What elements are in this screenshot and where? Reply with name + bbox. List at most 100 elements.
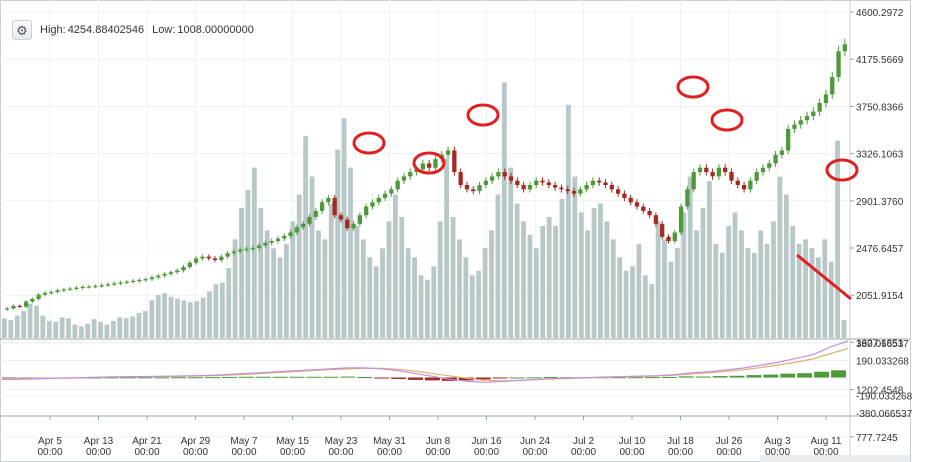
- candle-body: [99, 285, 104, 287]
- volume-bar: [521, 221, 526, 338]
- candle-body: [489, 176, 495, 181]
- annotation-circle: [352, 131, 386, 155]
- candle-body: [231, 251, 237, 254]
- volume-bar: [655, 221, 661, 338]
- candle-body: [685, 189, 690, 207]
- macd-signal-line: [2, 348, 849, 382]
- time-axis-time: 00:00: [231, 447, 256, 458]
- macd-histogram-bar: [729, 375, 745, 378]
- candle-body: [786, 128, 791, 151]
- candle-body: [452, 150, 457, 173]
- candle-body: [779, 150, 785, 155]
- candle-body: [288, 232, 293, 236]
- macd-histogram-bar: [323, 376, 339, 378]
- volume-bar: [162, 293, 168, 338]
- volume-bar: [828, 261, 834, 338]
- volume-bar: [245, 190, 251, 338]
- candle-body: [748, 180, 753, 190]
- time-axis-date: Apr 21: [132, 436, 162, 447]
- candle-body: [723, 167, 728, 173]
- candle-body: [704, 167, 709, 173]
- candle-body: [590, 180, 596, 186]
- volume-bar: [540, 225, 546, 338]
- macd-histogram-bar: [492, 377, 508, 379]
- candle-body: [42, 292, 48, 295]
- volume-bar: [85, 323, 91, 338]
- macd-histogram-bar: [103, 377, 119, 379]
- time-axis-date: May 23: [325, 436, 358, 447]
- macd-histogram-bar: [357, 377, 373, 379]
- volume-bar: [322, 239, 328, 338]
- macd-histogram-bar: [543, 377, 559, 379]
- time-axis-date: Jul 10: [619, 436, 646, 447]
- candle-body: [23, 301, 29, 307]
- candle-body: [603, 182, 608, 186]
- candle-body: [445, 150, 451, 155]
- macd-line: [1, 340, 849, 383]
- macd-histogram-bar: [255, 376, 271, 378]
- settings-button[interactable]: ⚙: [12, 20, 32, 40]
- volume-bar: [187, 302, 193, 338]
- volume-bar: [533, 248, 539, 338]
- candle-body: [823, 94, 829, 103]
- candle-body: [382, 193, 388, 198]
- volume-bar: [444, 158, 450, 338]
- volume-bar: [610, 239, 616, 338]
- candle-body: [552, 185, 558, 188]
- high-low-bar: ⚙ High: 4254.88402546 Low: 1008.00000000: [12, 20, 262, 40]
- candle-body: [798, 120, 803, 125]
- macd-histogram-bar: [644, 377, 660, 379]
- candle-body: [263, 242, 268, 246]
- candle-body: [149, 277, 155, 280]
- candle-body: [760, 167, 766, 173]
- candle-body: [93, 286, 98, 288]
- volume-bar: [21, 311, 27, 338]
- candle-body: [527, 185, 533, 190]
- price-axis-label: 3326.1063: [856, 150, 904, 161]
- candle-body: [193, 258, 199, 263]
- volume-bar: [78, 326, 84, 338]
- volume-bar: [309, 176, 315, 338]
- macd-histogram-bar: [221, 376, 237, 378]
- volume-bar: [175, 298, 180, 338]
- price-axis-label: 777.7245: [856, 433, 898, 444]
- volume-bar: [508, 167, 514, 338]
- macd-histogram-bar: [374, 377, 390, 379]
- volume-bar: [155, 294, 161, 338]
- price-axis-label: 2901.3760: [856, 197, 904, 208]
- macd-histogram-bar: [188, 377, 204, 379]
- candle-body: [773, 154, 778, 164]
- horizontal-scrollbar[interactable]: [760, 455, 910, 462]
- volume-bar: [777, 176, 783, 338]
- candle-body: [74, 287, 79, 289]
- candle-body: [175, 270, 180, 273]
- volume-bar: [674, 248, 680, 338]
- volume-bar: [751, 252, 757, 338]
- macd-histogram-bar: [661, 376, 677, 378]
- candle-body: [187, 262, 192, 268]
- volume-bar: [219, 282, 225, 338]
- candle-body: [168, 272, 174, 274]
- volume-bar: [271, 248, 276, 338]
- candle-body: [376, 197, 381, 203]
- volume-bar: [764, 243, 770, 338]
- volume-bar: [27, 303, 33, 338]
- volume-bar: [726, 225, 732, 338]
- price-axis-label: 3750.8366: [856, 102, 904, 113]
- time-axis-date: Jun 8: [426, 436, 451, 447]
- candle-body: [653, 215, 659, 224]
- volume-bar: [399, 216, 405, 338]
- time-axis-date: Jul 18: [667, 436, 694, 447]
- macd-histogram-bar: [509, 377, 525, 379]
- candle-body: [647, 210, 652, 216]
- candle-body: [130, 280, 136, 283]
- volume-bar: [623, 270, 629, 338]
- macd-histogram-bar: [205, 377, 220, 379]
- volume-bar: [373, 266, 379, 338]
- candle-body: [86, 286, 92, 288]
- candle-body: [546, 182, 551, 186]
- time-axis-date: Apr 13: [84, 436, 114, 447]
- candle-body: [540, 180, 545, 183]
